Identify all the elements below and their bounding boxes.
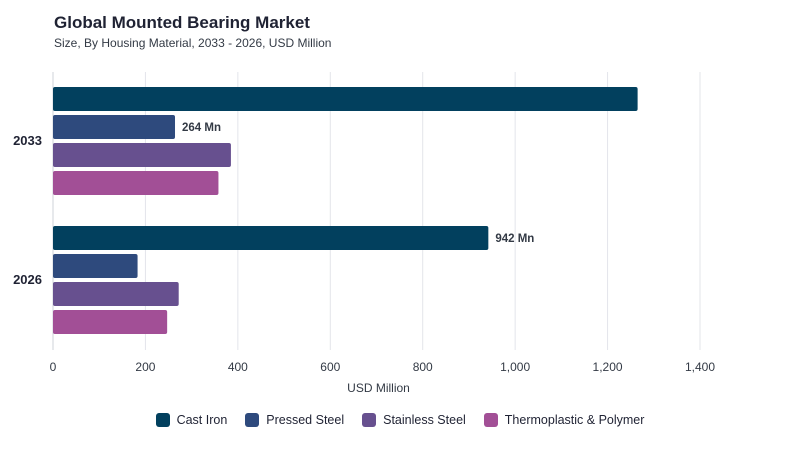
bar-2033-3 <box>53 171 219 195</box>
bar-2033-2 <box>53 143 231 167</box>
chart-subtitle: Size, By Housing Material, 2033 - 2026, … <box>54 36 332 50</box>
category-label: 2033 <box>13 133 42 148</box>
gridlines <box>52 72 701 350</box>
category-label: 2026 <box>13 272 42 287</box>
x-tick-label: 1,000 <box>500 360 530 374</box>
bar-2033-1 <box>53 115 176 139</box>
labels: 0 200 400 600 800 1,000 1,200 1,400 2033 2026 264 … <box>13 122 715 395</box>
x-tick-label: 800 <box>413 360 433 374</box>
bars <box>53 87 638 334</box>
x-tick-label: 1,400 <box>685 360 715 374</box>
legend-label: Stainless Steel <box>383 413 466 427</box>
bar-2026-0 <box>53 226 489 250</box>
bar-2033-0 <box>53 87 638 111</box>
legend-label: Pressed Steel <box>266 413 345 427</box>
legend-label: Thermoplastic & Polymer <box>504 413 645 427</box>
x-tick-label: 200 <box>135 360 155 374</box>
x-tick-label: 0 <box>50 360 57 374</box>
bar-2026-3 <box>53 310 168 334</box>
chart-header: Global Mounted Bearing Market Size, By H… <box>54 12 331 51</box>
legend: Cast Iron Pressed Steel Stainless Steel The… <box>0 413 800 427</box>
x-axis-title: USD Million <box>347 381 410 395</box>
chart-title: Global Mounted Bearing Market <box>54 13 310 32</box>
data-label: 264 Mn <box>182 122 221 134</box>
legend-swatch <box>483 413 498 427</box>
legend-item: Thermoplastic & Polymer <box>483 413 645 427</box>
legend-item: Pressed Steel <box>245 413 344 427</box>
x-tick-label: 1,200 <box>593 360 623 374</box>
legend-label: Cast Iron <box>176 413 228 427</box>
bar-2026-2 <box>53 282 179 306</box>
legend-item: Cast Iron <box>155 413 228 427</box>
x-tick-label: 600 <box>320 360 340 374</box>
legend-swatch <box>155 413 170 427</box>
legend-item: Stainless Steel <box>362 413 466 427</box>
legend-swatch <box>362 413 377 427</box>
x-tick-label: 400 <box>228 360 248 374</box>
bar-2026-1 <box>53 254 138 278</box>
legend-swatch <box>245 413 260 427</box>
data-label: 942 Mn <box>495 233 534 245</box>
